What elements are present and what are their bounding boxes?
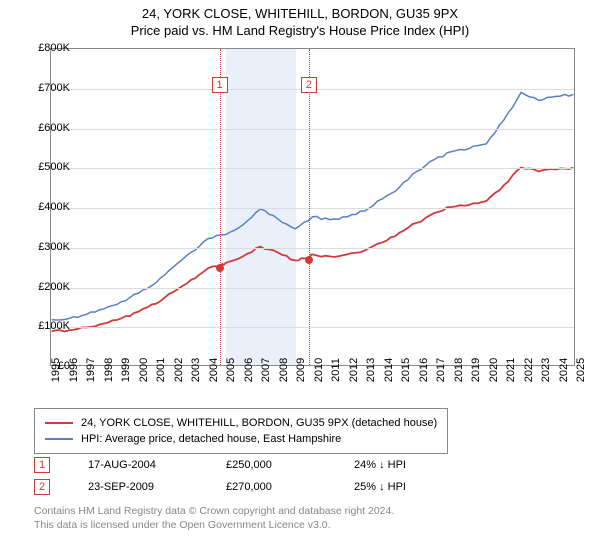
chart-sale-dot <box>216 264 224 272</box>
x-axis-tick-label: 1999 <box>120 358 132 382</box>
x-axis-tick-label: 2019 <box>470 358 482 382</box>
footer-attribution: Contains HM Land Registry data © Crown c… <box>34 504 394 532</box>
y-axis-tick-label: £700K <box>38 82 70 94</box>
sale-price: £250,000 <box>226 459 336 471</box>
y-axis-tick-label: £500K <box>38 161 70 173</box>
x-axis-tick-label: 1995 <box>50 358 62 382</box>
sale-date: 17-AUG-2004 <box>88 459 208 471</box>
legend-swatch-property <box>45 422 73 424</box>
chart-event-vline <box>220 49 221 365</box>
chart-svg-lines <box>51 49 574 365</box>
sale-delta: 24% ↓ HPI <box>354 459 474 471</box>
y-axis-tick-label: £600K <box>38 122 70 134</box>
x-axis-tick-label: 2015 <box>400 358 412 382</box>
sale-delta: 25% ↓ HPI <box>354 481 474 493</box>
x-axis-tick-label: 2009 <box>295 358 307 382</box>
chart-event-marker-label: 2 <box>301 77 317 93</box>
legend-label-property: 24, YORK CLOSE, WHITEHILL, BORDON, GU35 … <box>81 417 437 429</box>
legend-swatch-hpi <box>45 438 73 440</box>
x-axis-tick-label: 2024 <box>558 358 570 382</box>
x-axis-tick-label: 2003 <box>190 358 202 382</box>
x-axis-tick-label: 2020 <box>488 358 500 382</box>
y-axis-tick-label: £300K <box>38 241 70 253</box>
x-axis-tick-label: 2012 <box>348 358 360 382</box>
legend-row: HPI: Average price, detached house, East… <box>45 431 437 447</box>
y-axis-tick-label: £200K <box>38 281 70 293</box>
chart-title-sub: Price paid vs. HM Land Registry's House … <box>0 23 600 38</box>
x-axis-tick-label: 2010 <box>313 358 325 382</box>
sale-marker-icon: 2 <box>34 479 50 495</box>
y-axis-tick-label: £800K <box>38 42 70 54</box>
sales-table: 1 17-AUG-2004 £250,000 24% ↓ HPI 2 23-SE… <box>34 454 574 498</box>
x-axis-tick-label: 2004 <box>208 358 220 382</box>
x-axis-tick-label: 2006 <box>243 358 255 382</box>
chart-gridline <box>51 129 574 130</box>
y-axis-tick-label: £400K <box>38 201 70 213</box>
x-axis-tick-label: 2014 <box>383 358 395 382</box>
x-axis-tick-label: 2025 <box>575 358 587 382</box>
chart-gridline <box>51 288 574 289</box>
chart-gridline <box>51 168 574 169</box>
x-axis-tick-label: 2016 <box>418 358 430 382</box>
x-axis-tick-label: 2022 <box>523 358 535 382</box>
x-axis-tick-label: 2001 <box>155 358 167 382</box>
x-axis-tick-label: 1998 <box>103 358 115 382</box>
x-axis-tick-label: 2000 <box>138 358 150 382</box>
sale-date: 23-SEP-2009 <box>88 481 208 493</box>
x-axis-tick-label: 1996 <box>68 358 80 382</box>
chart-event-vline <box>309 49 310 365</box>
chart-series-line <box>52 168 574 332</box>
footer-line1: Contains HM Land Registry data © Crown c… <box>34 504 394 518</box>
x-axis-tick-label: 2002 <box>173 358 185 382</box>
chart-legend: 24, YORK CLOSE, WHITEHILL, BORDON, GU35 … <box>34 408 448 454</box>
chart-gridline <box>51 248 574 249</box>
chart-title-main: 24, YORK CLOSE, WHITEHILL, BORDON, GU35 … <box>0 6 600 21</box>
x-axis-tick-label: 1997 <box>85 358 97 382</box>
sale-marker-icon: 1 <box>34 457 50 473</box>
x-axis-tick-label: 2007 <box>260 358 272 382</box>
y-axis-tick-label: £100K <box>38 320 70 332</box>
x-axis-tick-label: 2011 <box>330 358 342 382</box>
chart-gridline <box>51 327 574 328</box>
legend-label-hpi: HPI: Average price, detached house, East… <box>81 433 341 445</box>
chart-gridline <box>51 208 574 209</box>
sales-row: 2 23-SEP-2009 £270,000 25% ↓ HPI <box>34 476 574 498</box>
sale-price: £270,000 <box>226 481 336 493</box>
x-axis-tick-label: 2021 <box>505 358 517 382</box>
legend-row: 24, YORK CLOSE, WHITEHILL, BORDON, GU35 … <box>45 415 437 431</box>
chart-sale-dot <box>305 256 313 264</box>
chart-event-marker-label: 1 <box>212 77 228 93</box>
x-axis-tick-label: 2018 <box>453 358 465 382</box>
x-axis-tick-label: 2013 <box>365 358 377 382</box>
footer-line2: This data is licensed under the Open Gov… <box>34 518 394 532</box>
chart-series-line <box>52 92 574 320</box>
x-axis-tick-label: 2017 <box>435 358 447 382</box>
x-axis-tick-label: 2008 <box>278 358 290 382</box>
sales-row: 1 17-AUG-2004 £250,000 24% ↓ HPI <box>34 454 574 476</box>
chart-plot-area: 12 <box>50 48 575 366</box>
x-axis-tick-label: 2005 <box>225 358 237 382</box>
x-axis-tick-label: 2023 <box>540 358 552 382</box>
